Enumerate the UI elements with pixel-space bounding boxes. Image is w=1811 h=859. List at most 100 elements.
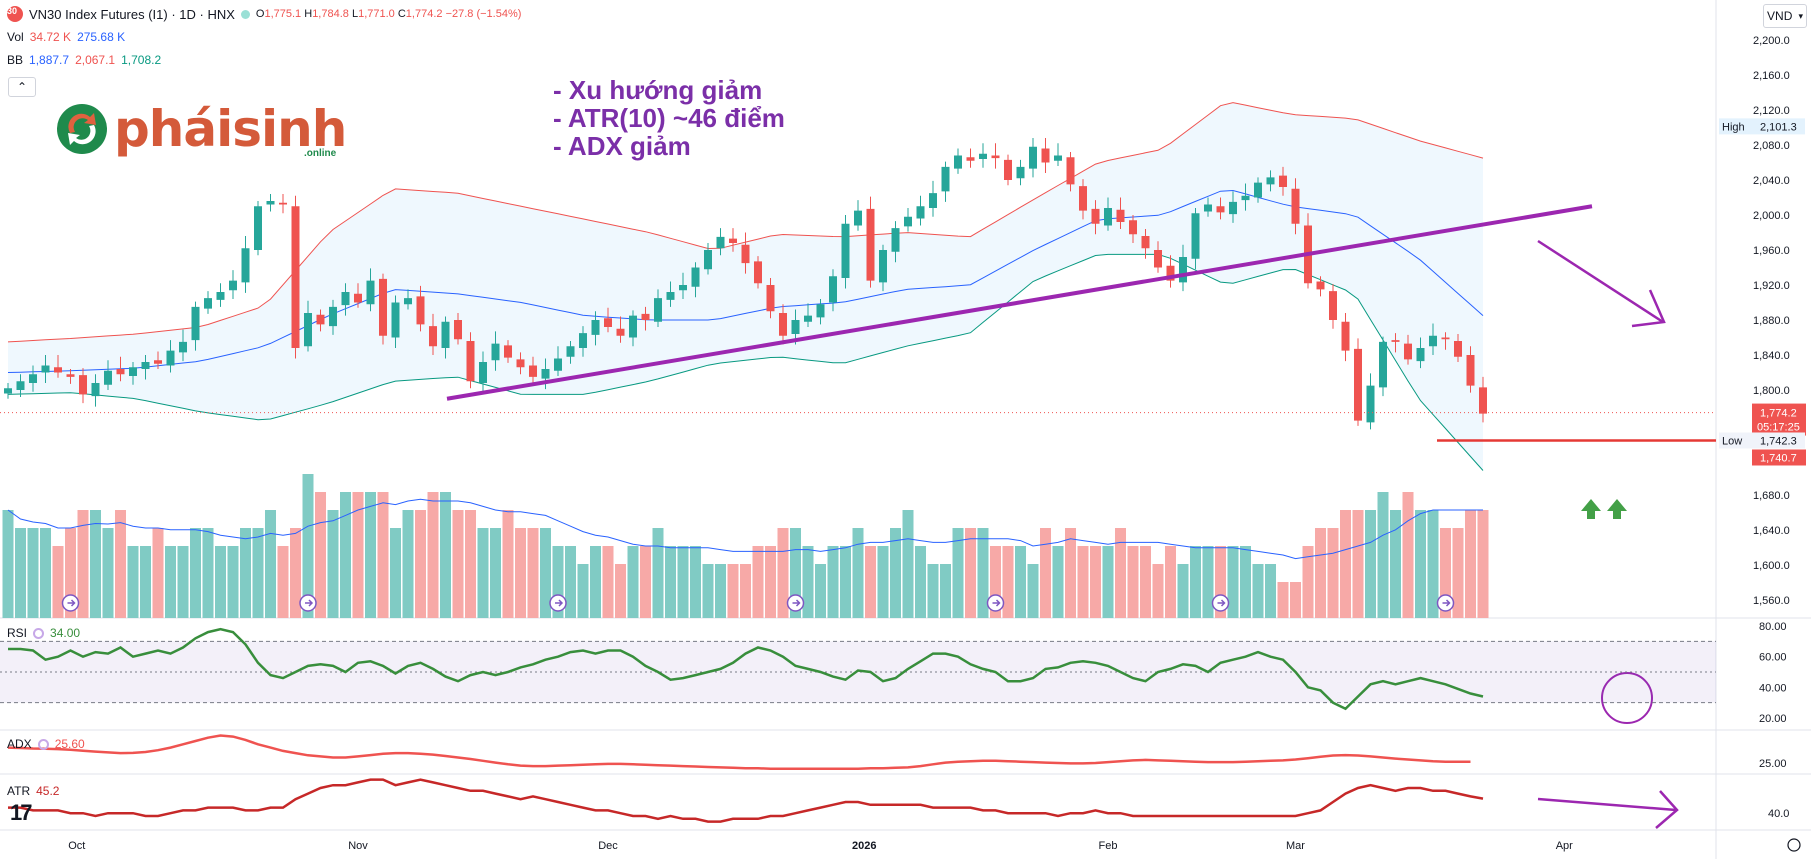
- candle-body: [1191, 213, 1200, 259]
- candle-body: [679, 285, 687, 291]
- candle-body: [791, 320, 800, 334]
- volume-bar: [1190, 546, 1201, 618]
- volume-bar: [515, 528, 526, 618]
- volume-bar: [1065, 528, 1076, 618]
- volume-bar: [452, 510, 464, 618]
- adx-value: 25.60: [54, 737, 85, 751]
- volume-bar: [890, 528, 901, 618]
- candle-body: [291, 206, 300, 348]
- high-value: 2,101.3: [1760, 121, 1797, 133]
- volume-bar: [177, 546, 189, 618]
- volume-bar: [952, 528, 964, 618]
- volume-bar: [752, 546, 764, 618]
- adx-legend[interactable]: ADX 25.60: [7, 737, 85, 751]
- candle-body: [191, 306, 200, 341]
- volume-bar: [590, 546, 601, 618]
- currency-selector[interactable]: VND ▾: [1763, 4, 1807, 28]
- atr-value: 45.2: [36, 784, 60, 798]
- volume-bar: [1440, 528, 1451, 618]
- volume-ma-value: 275.68 K: [77, 30, 126, 44]
- candle-body: [829, 276, 837, 303]
- candle-body: [816, 304, 825, 318]
- high-value-bg: [1757, 118, 1805, 135]
- volume-bar: [340, 492, 351, 618]
- volume-bar: [815, 564, 826, 618]
- candle-body: [579, 333, 587, 348]
- refresh-icon[interactable]: [37, 738, 49, 750]
- bb-legend[interactable]: BB 1,887.7 2,067.1 1,708.2: [7, 53, 161, 67]
- volume-bar: [1415, 510, 1426, 618]
- price-tick-label: 1,800.0: [1753, 385, 1790, 397]
- trendline: [446, 204, 1593, 401]
- volume-bar: [1027, 564, 1039, 618]
- adx-line: [7, 734, 1471, 770]
- collapse-legend-button[interactable]: ⌃: [8, 77, 36, 97]
- candle-body: [479, 362, 487, 383]
- candle-body: [516, 359, 525, 368]
- logo-name: pháisinh: [114, 100, 347, 158]
- candle-body: [29, 374, 37, 383]
- candle-body: [1404, 343, 1412, 360]
- candle-body: [616, 328, 625, 336]
- candle-body: [404, 298, 412, 305]
- candle-body: [566, 346, 575, 357]
- volume-bar: [1302, 546, 1314, 618]
- candle-body: [79, 375, 87, 395]
- volume-bar: [365, 492, 376, 618]
- low-label: Low: [1722, 435, 1742, 447]
- volume-bar: [902, 510, 914, 618]
- refresh-icon[interactable]: [33, 627, 45, 639]
- volume-bar: [240, 528, 251, 618]
- volume-bar: [415, 510, 426, 618]
- volume-bar: [740, 564, 751, 618]
- candle-body: [1466, 355, 1475, 386]
- settings-gear-icon: [1787, 838, 1801, 852]
- candle-body: [154, 360, 162, 364]
- candle-body: [641, 313, 650, 320]
- up-arrow-icon: [1607, 499, 1627, 519]
- atr-legend[interactable]: ATR 45.2: [7, 784, 59, 798]
- price-tick-label: 2,080.0: [1753, 140, 1790, 152]
- support-price-tag: [1752, 449, 1806, 466]
- open-label: O: [255, 8, 265, 20]
- volume-bar: [465, 510, 476, 618]
- candle-body: [204, 298, 212, 309]
- candle-body: [879, 250, 887, 283]
- rsi-line: [8, 627, 1484, 711]
- volume-bar: [1077, 546, 1089, 618]
- volume-bar: [40, 528, 51, 618]
- candle-body: [466, 341, 475, 382]
- time-axis-label: Nov: [348, 840, 368, 852]
- candle-body: [116, 369, 125, 375]
- arrow-down-right-icon: [1655, 790, 1679, 829]
- volume-bar: [915, 546, 926, 618]
- adx-tick-label: 25.00: [1759, 758, 1787, 770]
- candle-body: [891, 228, 900, 252]
- symbol-legend[interactable]: 30 VN30 Index Futures (I1) · 1D · HNX O1…: [7, 6, 521, 22]
- volume-bar: [1002, 546, 1014, 618]
- candle-body: [966, 157, 975, 161]
- volume-legend[interactable]: Vol 34.72 K 275.68 K: [7, 30, 125, 44]
- candle-body: [554, 358, 562, 371]
- candle-body: [779, 313, 787, 336]
- volume-bar: [940, 564, 951, 618]
- volume-bar: [1390, 510, 1401, 618]
- tradingview-logo[interactable]: 17: [10, 800, 33, 825]
- candle-body: [416, 296, 425, 325]
- candle-body: [16, 381, 25, 390]
- candle-body: [904, 216, 912, 227]
- rsi-legend[interactable]: RSI 34.00: [7, 626, 80, 640]
- volume-bar: [1177, 564, 1189, 618]
- arrow-right-icon: [305, 599, 314, 607]
- low-value: 1,771.0: [358, 8, 395, 20]
- volume-bar: [52, 546, 64, 618]
- volume-bar: [540, 528, 551, 618]
- candle-body: [1379, 341, 1387, 388]
- candle-body: [429, 326, 437, 347]
- symbol-title[interactable]: VN30 Index Futures (I1) · 1D · HNX: [29, 6, 235, 22]
- chevron-up-icon: ⌃: [16, 80, 28, 94]
- low-label-bg: [1719, 432, 1805, 449]
- candle-body: [504, 345, 512, 358]
- arrow-right-icon: [555, 599, 564, 607]
